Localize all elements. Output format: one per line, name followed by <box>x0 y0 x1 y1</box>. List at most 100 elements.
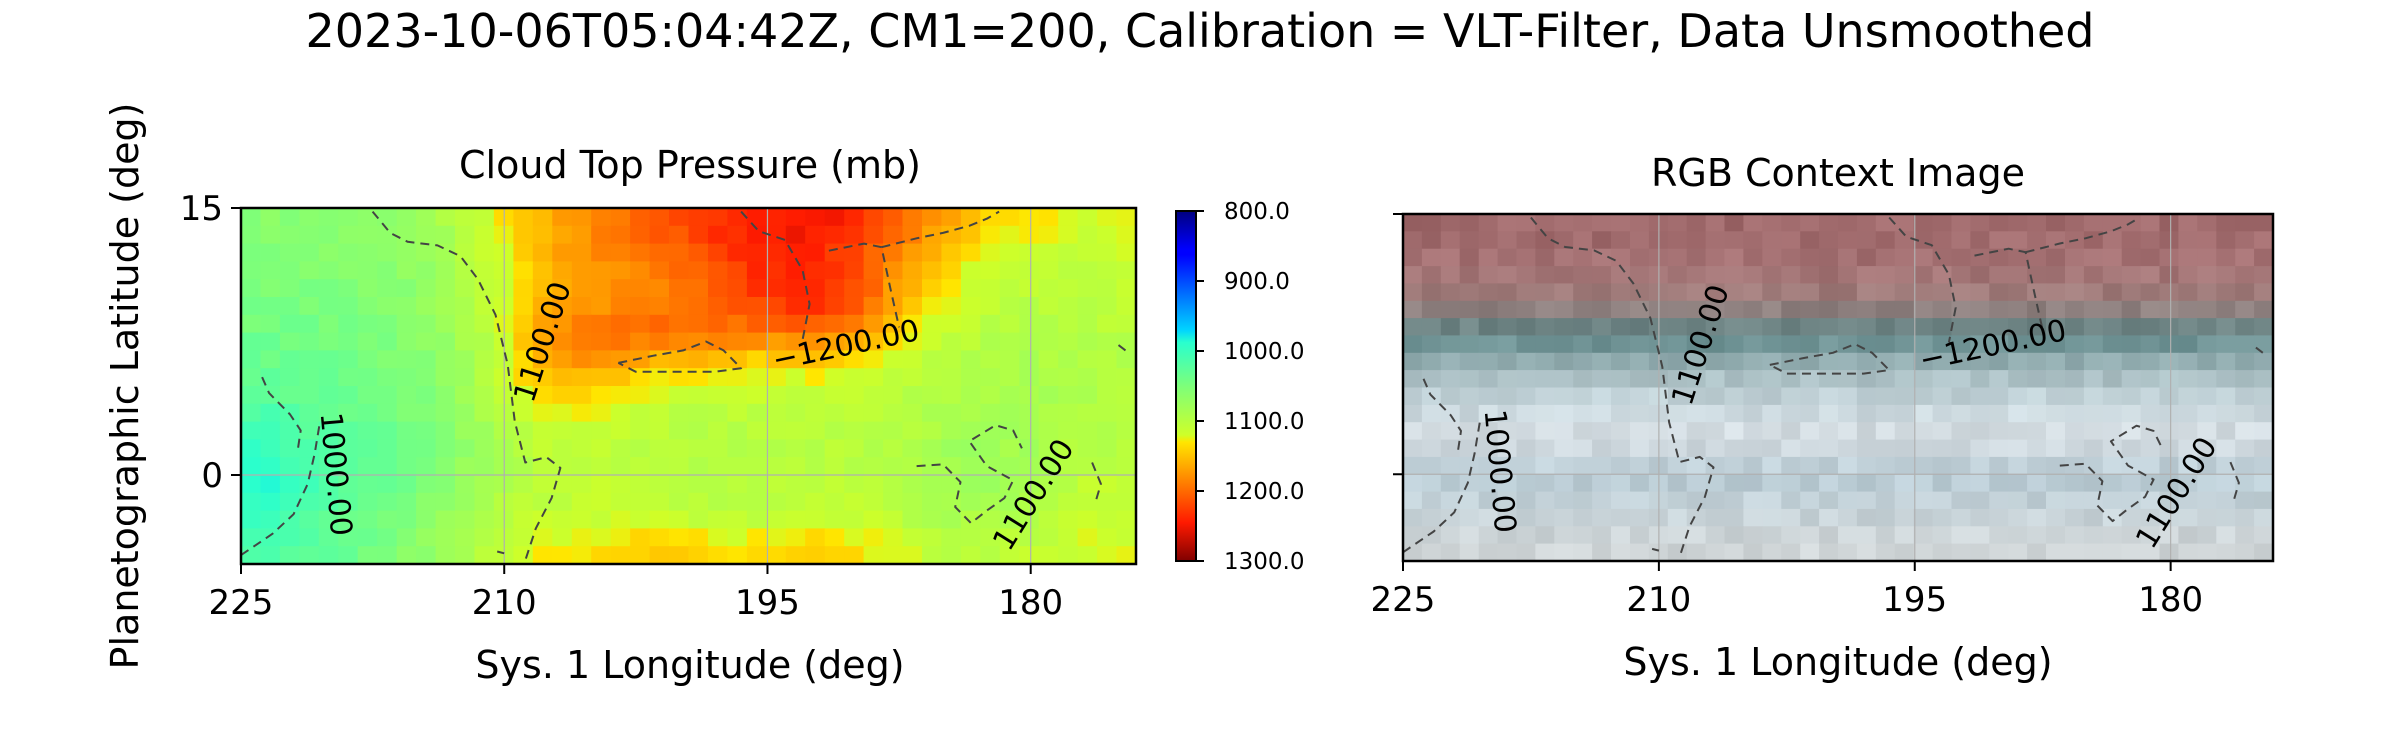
pressure-xtick-label: 180 <box>998 583 1063 623</box>
heatmap-cell <box>532 332 553 351</box>
rgb-cell <box>1403 526 1423 545</box>
rgb-cell <box>1403 370 1423 389</box>
heatmap-cell <box>279 510 300 529</box>
rgb-cell <box>1611 422 1631 441</box>
heatmap-cell <box>746 546 767 565</box>
rgb-cell <box>1667 318 1688 336</box>
heatmap-cell <box>785 350 806 369</box>
heatmap-cell <box>708 368 729 387</box>
rgb-cell <box>1724 318 1744 336</box>
rgb-cell <box>2216 214 2236 232</box>
rgb-cell <box>1781 543 1801 562</box>
heatmap-cell <box>630 403 651 423</box>
rgb-cell <box>1497 404 1518 423</box>
heatmap-cell <box>435 350 456 369</box>
rgb-cell <box>2197 214 2217 232</box>
heatmap-cell <box>669 332 690 351</box>
rgb-cell <box>1781 266 1801 284</box>
rgb-cell <box>1497 543 1518 562</box>
rgb-cell <box>1421 543 1442 562</box>
rgb-cell <box>2140 387 2161 406</box>
rgb-cell <box>1913 456 1934 475</box>
heatmap-cell <box>610 528 631 547</box>
rgb-cell <box>2216 370 2236 389</box>
rgb-cell <box>1630 456 1650 475</box>
heatmap-cell <box>474 492 495 512</box>
heatmap-cell <box>999 332 1020 351</box>
heatmap-cell <box>416 492 437 512</box>
rgb-cell <box>1819 543 1839 562</box>
rgb-cell <box>1724 474 1744 493</box>
rgb-cell <box>1781 439 1801 458</box>
heatmap-cell <box>1058 279 1079 298</box>
heatmap-cell <box>416 475 437 494</box>
rgb-cell <box>2102 387 2123 406</box>
heatmap-cell <box>396 314 417 334</box>
rgb-cell <box>1856 370 1877 389</box>
rgb-cell <box>1800 456 1820 475</box>
heatmap-cell <box>571 243 592 262</box>
heatmap-cell <box>1077 475 1098 494</box>
rgb-cell <box>2027 387 2047 406</box>
heatmap-cell <box>260 279 281 298</box>
heatmap-cell <box>708 225 729 245</box>
heatmap-cell <box>688 279 709 298</box>
heatmap-cell <box>708 350 729 369</box>
rgb-cell <box>1440 318 1461 336</box>
heatmap-cell <box>299 350 320 369</box>
heatmap-cell <box>844 243 865 262</box>
rgb-cell <box>1667 387 1688 406</box>
heatmap-cell <box>513 208 534 227</box>
heatmap-cell <box>1038 297 1059 316</box>
rgb-cell <box>2235 266 2255 284</box>
heatmap-cell <box>824 510 845 529</box>
rgb-cell <box>2254 283 2274 302</box>
rgb-cell <box>1875 318 1896 336</box>
rgb-cell <box>1989 439 2009 458</box>
rgb-cell <box>1497 526 1518 545</box>
heatmap-cell <box>474 279 495 298</box>
heatmap-cell <box>279 297 300 316</box>
rgb-cell <box>1440 300 1461 319</box>
rgb-cell <box>2102 508 2123 527</box>
heatmap-cell <box>591 297 612 316</box>
pressure-heatmap <box>241 208 1137 565</box>
rgb-cell <box>1819 318 1839 336</box>
heatmap-cell <box>960 510 981 529</box>
rgb-cell <box>2140 352 2161 371</box>
heatmap-cell <box>416 314 437 334</box>
rgb-cell <box>2140 335 2161 354</box>
heatmap-cell <box>241 403 262 423</box>
rgb-cell <box>1894 318 1915 336</box>
heatmap-cell <box>513 403 534 423</box>
heatmap-cell <box>1116 368 1137 387</box>
rgb-cell <box>1762 352 1782 371</box>
rgb-cell <box>2008 439 2028 458</box>
heatmap-cell <box>805 457 826 476</box>
heatmap-cell <box>377 421 398 440</box>
rgb-cell <box>1535 214 1555 232</box>
rgb-cell <box>2065 300 2085 319</box>
rgb-cell <box>1762 370 1782 389</box>
heatmap-cell <box>883 439 904 458</box>
heatmap-cell <box>532 208 553 227</box>
rgb-cell <box>1989 491 2009 510</box>
heatmap-cell <box>649 297 670 316</box>
rgb-cell <box>1516 370 1536 389</box>
rgb-cell <box>1497 248 1518 267</box>
rgb-cell <box>1667 335 1688 354</box>
rgb-cell <box>2083 318 2104 336</box>
heatmap-cell <box>299 510 320 529</box>
rgb-cell <box>2121 387 2142 406</box>
heatmap-cell <box>610 492 631 512</box>
heatmap-cell <box>922 421 943 440</box>
heatmap-cell <box>1019 243 1040 262</box>
pressure-contour-line <box>916 424 1023 525</box>
heatmap-cell <box>299 208 320 227</box>
rgb-cell <box>1951 439 1971 458</box>
heatmap-cell <box>960 332 981 351</box>
heatmap-cell <box>863 332 884 351</box>
heatmap-cell <box>999 279 1020 298</box>
heatmap-cell <box>863 546 884 565</box>
rgb-cell <box>1894 248 1915 267</box>
